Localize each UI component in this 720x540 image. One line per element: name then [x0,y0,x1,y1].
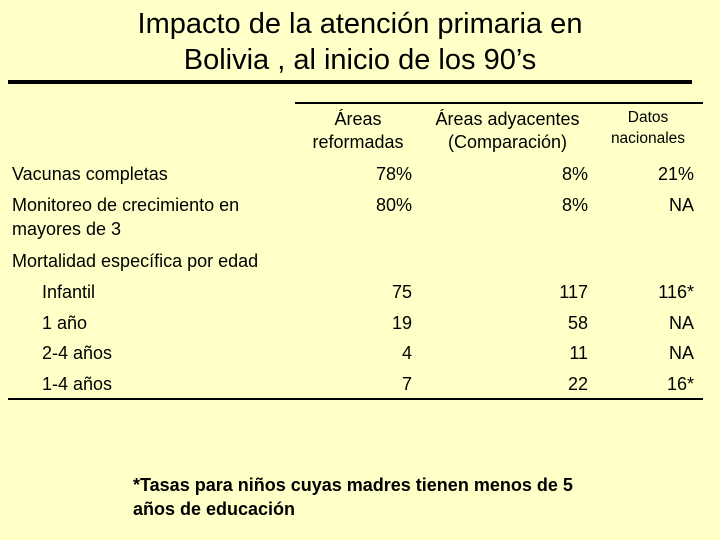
row-label: Vacunas completas [12,164,168,184]
row-label: 2-4 años [42,343,113,363]
cell-adjacent: 58 [567,313,588,333]
footnote-line-2: años de educación [133,499,296,519]
slide-title: Impacto de la atención primaria en Boliv… [0,6,720,78]
column-header-adjacent: Áreas adyacentes (Comparación) [435,109,580,152]
cell-adjacent: 8% [561,195,588,215]
column-header-reformed: Áreas reformadas [312,109,404,152]
table-bottom-rule [8,398,703,400]
footnote: *Tasas para niños cuyas madres tienen me… [133,473,653,521]
cell-adjacent: 22 [567,374,588,394]
cell-national: 21% [657,164,694,184]
cell-national: NA [668,195,694,215]
title-line-1: Impacto de la atención primaria en [137,8,583,40]
section-label: Mortalidad específica por edad [12,251,259,271]
cell-national: 116* [658,282,694,302]
cell-reformed: 75 [391,282,412,302]
cell-reformed: 78% [375,164,412,184]
cell-national: NA [668,343,694,363]
row-label: Infantil [42,282,96,302]
cell-national: 16* [666,374,694,394]
row-label: Monitoreo de crecimiento en [12,195,240,215]
cell-adjacent: 11 [569,343,588,363]
footnote-line-1: *Tasas para niños cuyas madres tienen me… [133,475,573,495]
cell-reformed: 4 [401,343,412,363]
row-label: 1-4 años [42,374,113,394]
cell-reformed: 80% [375,195,412,215]
column-header-national: Datos nacionales [610,109,686,147]
title-line-2: Bolivia , al inicio de los 90’s [183,44,537,76]
cell-reformed: 7 [401,374,412,394]
row-label: 1 año [42,313,88,333]
table-top-rule [295,102,703,104]
title-divider [8,80,692,84]
cell-national: NA [668,313,694,333]
cell-adjacent: 117 [559,282,588,302]
row-label-continued: mayores de 3 [12,219,122,239]
cell-adjacent: 8% [561,164,588,184]
cell-reformed: 19 [391,313,412,333]
